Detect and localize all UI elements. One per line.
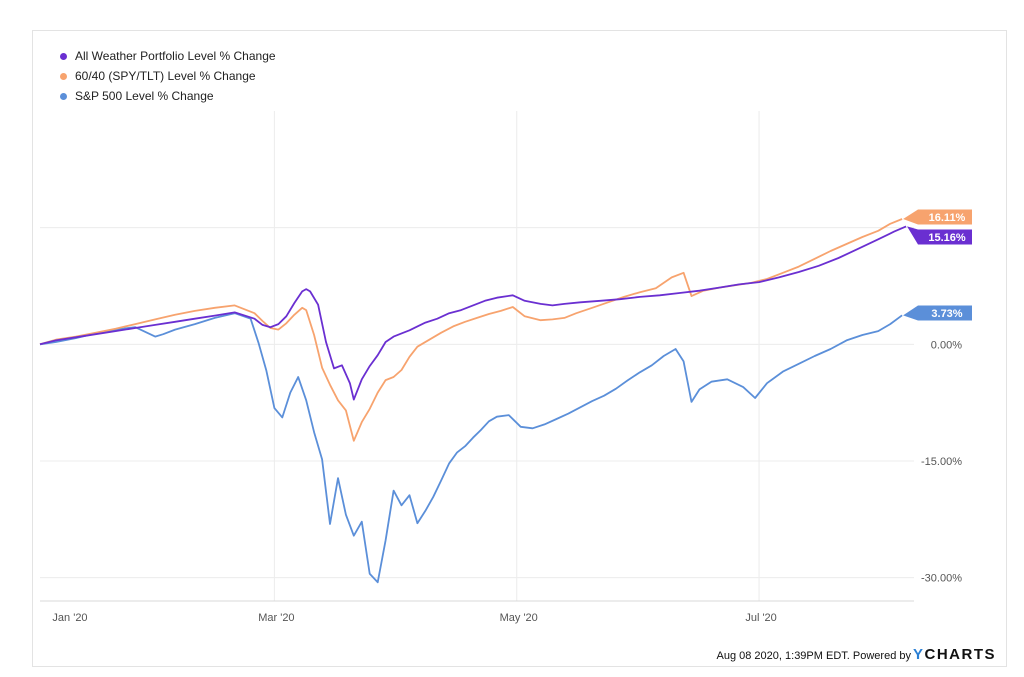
- end-label-0: 15.16%: [907, 226, 972, 245]
- end-labels: 15.16% 16.11% 3.73%: [903, 209, 972, 321]
- legend-dot-icon: [60, 52, 67, 60]
- chart-frame: [32, 30, 1007, 667]
- x-tick-label: Jul '20: [745, 612, 776, 624]
- end-label-text: 16.11%: [929, 212, 966, 224]
- end-label-text: 15.16%: [928, 232, 966, 244]
- legend-item-sp500[interactable]: S&P 500 Level % Change: [60, 86, 276, 106]
- series-line-2[interactable]: [39, 312, 903, 584]
- legend-dot-icon: [60, 92, 67, 100]
- ycharts-logo[interactable]: YCHARTS: [912, 646, 996, 663]
- end-label-tag: [903, 209, 972, 225]
- legend-item-60-40[interactable]: 60/40 (SPY/TLT) Level % Change: [60, 66, 276, 86]
- horizontal-gridlines: [40, 227, 914, 579]
- footer: Aug 08 2020, 1:39PM EDT. Powered by YCHA…: [717, 646, 996, 663]
- x-tick-label: May '20: [500, 612, 538, 624]
- legend-label: S&P 500 Level % Change: [75, 89, 214, 103]
- end-label-tag: [907, 226, 972, 245]
- x-tick-label: Mar '20: [258, 612, 294, 624]
- legend-item-all-weather[interactable]: All Weather Portfolio Level % Change: [60, 46, 276, 66]
- legend: All Weather Portfolio Level % Change 60/…: [60, 46, 276, 106]
- powered-by: Powered by: [852, 650, 911, 662]
- end-label-text: 3.73%: [931, 308, 962, 320]
- y-tick-label: 0.00%: [931, 339, 962, 351]
- end-label-tag: [903, 305, 972, 321]
- legend-label: All Weather Portfolio Level % Change: [75, 49, 276, 63]
- x-tick-label: Jan '20: [52, 612, 87, 624]
- legend-label: 60/40 (SPY/TLT) Level % Change: [75, 69, 256, 83]
- series-line-1[interactable]: [39, 218, 903, 442]
- series-line-0[interactable]: [39, 225, 907, 401]
- x-tick-labels: Jan '20 Mar '20 May '20 Jul '20: [52, 612, 776, 624]
- end-label-1: 16.11%: [903, 209, 972, 225]
- y-tick-label: -15.00%: [921, 456, 962, 468]
- end-label-2: 3.73%: [903, 305, 972, 321]
- timestamp: Aug 08 2020, 1:39PM EDT.: [716, 650, 850, 662]
- y-tick-labels: 0.00% -15.00% -30.00%: [921, 339, 962, 584]
- y-tick-label: -30.00%: [921, 573, 962, 585]
- series-lines: [39, 218, 907, 584]
- vertical-gridlines: [273, 111, 760, 601]
- legend-dot-icon: [60, 72, 67, 80]
